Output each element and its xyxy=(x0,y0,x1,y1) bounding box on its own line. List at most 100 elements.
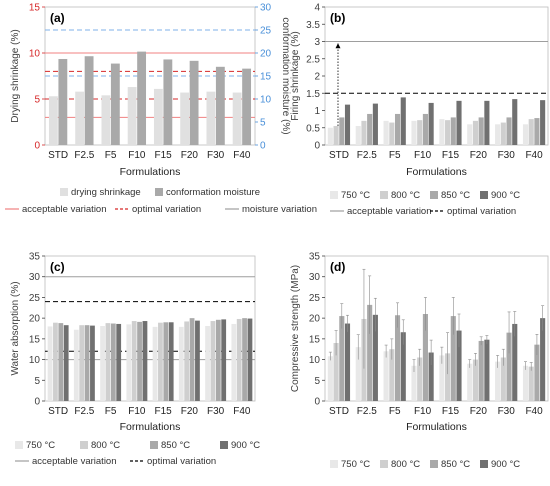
drying-shrinkage-bar xyxy=(75,91,85,145)
water-absorption-bar xyxy=(116,323,122,401)
compressive-strength-ylabel: Compressive strength (MPa) xyxy=(290,265,301,392)
firing-shrinkage-xtick-label: F30 xyxy=(498,150,516,161)
firing-shrinkage-xtick-label: F10 xyxy=(414,150,432,161)
firing-shrinkage-xtick-label: STD xyxy=(329,150,349,161)
drying-shrinkage-xtick-label: F30 xyxy=(207,150,225,161)
compressive-strength-xtick-label: STD xyxy=(329,406,349,417)
compressive-strength-ytick-label: 0 xyxy=(314,397,320,408)
water-absorption-bar xyxy=(168,322,174,401)
firing-shrinkage-bar xyxy=(512,99,518,145)
firing-shrinkage-legend-swatch xyxy=(380,191,388,199)
water-absorption-bar xyxy=(210,321,216,401)
water-absorption-bar xyxy=(90,325,95,401)
compressive-strength-legend-swatch xyxy=(480,460,488,468)
firing-shrinkage-bar xyxy=(428,102,434,145)
drying-shrinkage-ytick-right-label: 20 xyxy=(260,49,272,60)
drying-shrinkage-legend-label: conformation moisture xyxy=(166,187,260,198)
compressive-strength-ytick-label: 10 xyxy=(309,355,321,366)
firing-shrinkage-bar xyxy=(506,117,512,145)
compressive-strength-bar xyxy=(417,357,423,401)
firing-shrinkage-bar xyxy=(484,100,490,145)
firing-shrinkage-ytick-label: 2 xyxy=(314,72,320,83)
compressive-strength-bar xyxy=(506,332,512,401)
compressive-strength-ytick-label: 25 xyxy=(309,293,321,304)
water-absorption-xlabel: Formulations xyxy=(120,421,181,433)
drying-shrinkage-ytick-label: 15 xyxy=(29,3,41,14)
drying-shrinkage-xtick-label: F40 xyxy=(233,150,251,161)
firing-shrinkage-bar xyxy=(383,120,389,145)
water-absorption-bar xyxy=(137,321,142,401)
firing-shrinkage-bar xyxy=(367,113,373,145)
firing-shrinkage-bar xyxy=(333,126,339,145)
firing-shrinkage-bar xyxy=(389,122,395,145)
firing-shrinkage-ytick-label: 1 xyxy=(314,106,320,117)
water-absorption-xtick-label: F10 xyxy=(128,406,146,417)
drying-shrinkage-xlabel: Formulations xyxy=(120,166,181,178)
water-absorption-legend-swatch xyxy=(80,441,88,449)
firing-shrinkage-xtick-label: F5 xyxy=(389,150,401,161)
firing-shrinkage-bar xyxy=(445,120,451,145)
compressive-strength-bar xyxy=(522,365,529,401)
firing-shrinkage-xtick-label: F20 xyxy=(470,150,488,161)
firing-shrinkage-legend-label: 900 °C xyxy=(491,190,520,201)
firing-shrinkage-bar xyxy=(422,113,428,145)
water-absorption-bar xyxy=(189,318,195,401)
compressive-strength-ytick-label: 30 xyxy=(309,272,321,283)
water-absorption-legend-line-label: acceptable variation xyxy=(32,456,117,467)
compressive-strength-legend-label: 900 °C xyxy=(491,459,520,470)
water-absorption-legend-label: 750 °C xyxy=(26,440,55,451)
firing-shrinkage-bar xyxy=(522,124,529,145)
firing-shrinkage-bar xyxy=(400,97,406,145)
compressive-strength-ytick-label: 5 xyxy=(314,376,320,387)
drying-shrinkage-legend-swatch xyxy=(60,188,68,196)
water-absorption-bar xyxy=(231,323,237,401)
drying-shrinkage-bar xyxy=(180,92,190,145)
compressive-strength-bar xyxy=(495,361,501,401)
compressive-strength-bar xyxy=(333,343,339,401)
water-absorption-ytick-label: 15 xyxy=(29,334,41,345)
water-absorption-bar xyxy=(221,319,227,401)
water-absorption-bar xyxy=(84,325,90,401)
water-absorption-bar xyxy=(163,322,169,401)
water-absorption-legend-label: 850 °C xyxy=(161,440,190,451)
compressive-strength-legend-label: 750 °C xyxy=(341,459,370,470)
water-absorption-ytick-label: 10 xyxy=(29,355,41,366)
water-absorption-bar xyxy=(126,324,132,401)
drying-shrinkage-ytick-label: 10 xyxy=(29,49,41,60)
compressive-strength-bar xyxy=(540,318,546,401)
drying-shrinkage-bar xyxy=(48,96,58,145)
firing-shrinkage-legend-swatch xyxy=(480,191,488,199)
water-absorption-bar xyxy=(79,325,85,401)
drying-shrinkage-legend-swatch xyxy=(155,188,163,196)
firing-shrinkage-chart: 0 0.5 1 1.5 2 2.5 3 3.5 4 Firing shrinkage (%) STD… xyxy=(290,3,549,217)
firing-shrinkage-xtick-label: F40 xyxy=(525,150,543,161)
water-absorption-bar xyxy=(195,320,200,401)
compressive-strength-panel-label: (d) xyxy=(330,260,345,274)
water-absorption-xtick-label: F30 xyxy=(207,406,225,417)
water-absorption-plot-frame xyxy=(44,255,256,402)
firing-shrinkage-ytick-label: 4 xyxy=(314,3,320,14)
compressive-strength-bar xyxy=(484,339,490,401)
compressive-strength-ytick-label: 20 xyxy=(309,314,321,325)
compressive-strength-bar xyxy=(472,359,479,401)
drying-shrinkage-xtick-label: F10 xyxy=(128,150,146,161)
water-absorption-bar xyxy=(236,318,242,401)
compressive-strength-legend-swatch xyxy=(430,460,438,468)
water-absorption-legend-label: 900 °C xyxy=(231,440,260,451)
compressive-strength-legend-label: 800 °C xyxy=(391,459,420,470)
water-absorption-bar xyxy=(184,321,190,401)
drying-shrinkage-ytick-right-label: 0 xyxy=(260,141,266,152)
firing-shrinkage-bar xyxy=(355,126,361,145)
drying-shrinkage-bar xyxy=(110,63,120,145)
water-absorption-bar xyxy=(242,318,247,401)
firing-shrinkage-ytick-label: 2.5 xyxy=(306,54,320,65)
drying-shrinkage-bar xyxy=(101,95,111,145)
drying-shrinkage-ytick-right-label: 5 xyxy=(260,118,266,129)
firing-shrinkage-xtick-label: F2.5 xyxy=(357,150,377,161)
water-absorption-chart: 0 5 10 15 20 25 30 35 Water absorption (%) STD F2.… xyxy=(10,252,260,468)
drying-shrinkage-legend-label: drying shrinkage xyxy=(71,187,141,198)
water-absorption-bar xyxy=(131,321,137,401)
water-absorption-bar xyxy=(158,322,163,401)
